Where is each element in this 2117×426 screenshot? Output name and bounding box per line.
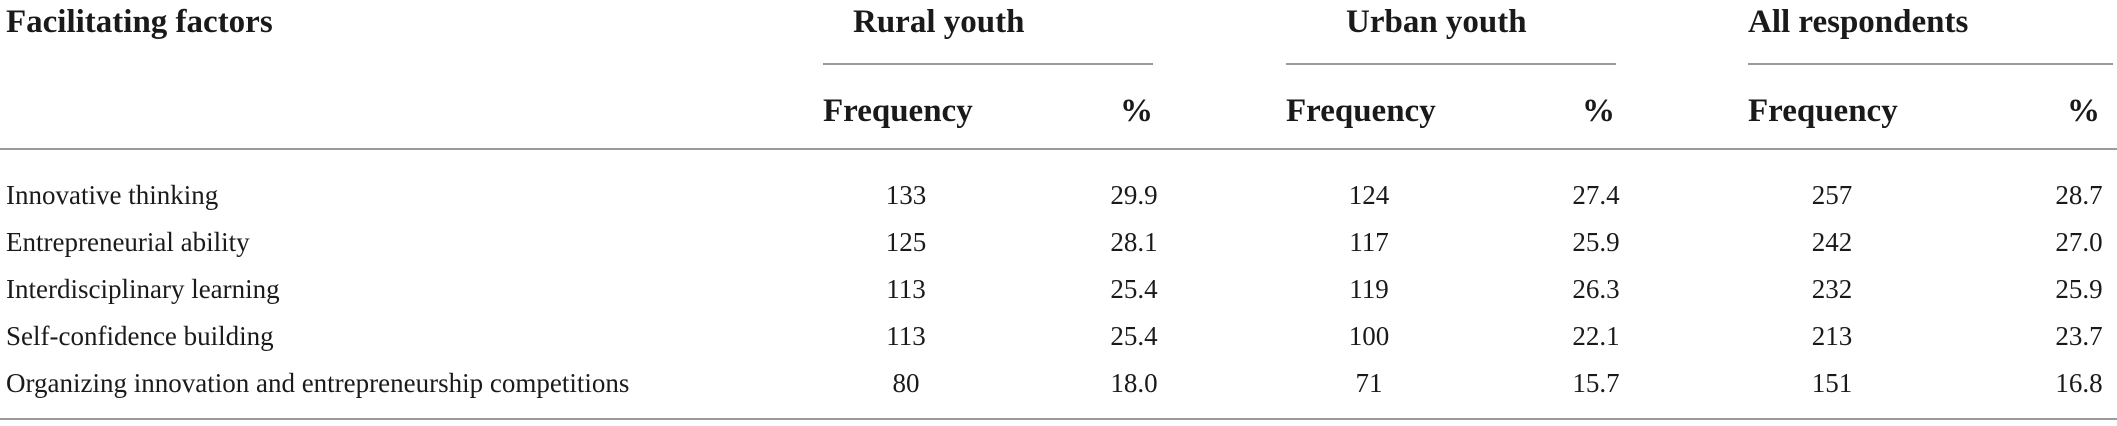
cell-urban-frequency: 117 [1349, 227, 1389, 257]
cell-rural-frequency: 80 [892, 368, 920, 398]
cell-all-percent: 23.7 [2055, 321, 2103, 351]
cell-rural-frequency: 113 [886, 274, 926, 304]
header-group-rural-youth: Rural youth [853, 4, 1025, 40]
cell-urban-frequency: 71 [1355, 368, 1383, 398]
cell-urban-percent: 27.4 [1572, 180, 1620, 210]
subheader-urban-frequency: Frequency [1286, 93, 1436, 129]
cell-all-percent: 27.0 [2055, 227, 2103, 257]
all-respondents-group-rule [1748, 63, 2113, 65]
header-group-all-respondents: All respondents [1748, 4, 1969, 40]
rural-youth-group-rule [823, 63, 1153, 65]
row-label: Interdisciplinary learning [6, 274, 280, 304]
cell-urban-frequency: 124 [1348, 180, 1390, 210]
cell-rural-percent: 25.4 [1110, 274, 1158, 304]
urban-youth-group-rule [1286, 63, 1616, 65]
cell-urban-percent: 15.7 [1572, 368, 1620, 398]
subheader-all-percent: % [2067, 93, 2100, 129]
header-group-urban-youth: Urban youth [1346, 4, 1527, 40]
table-bottom-rule [0, 418, 2117, 420]
cell-all-frequency: 257 [1811, 180, 1853, 210]
header-bottom-rule [0, 148, 2117, 150]
cell-urban-percent: 25.9 [1572, 227, 1620, 257]
row-label: Self-confidence building [6, 321, 274, 351]
cell-all-percent: 16.8 [2055, 368, 2103, 398]
row-label: Organizing innovation and entrepreneursh… [6, 368, 630, 398]
cell-urban-frequency: 100 [1348, 321, 1390, 351]
cell-all-percent: 28.7 [2055, 180, 2103, 210]
cell-rural-frequency: 125 [885, 227, 927, 257]
cell-urban-percent: 22.1 [1572, 321, 1620, 351]
row-label: Innovative thinking [6, 180, 219, 210]
cell-rural-frequency: 133 [885, 180, 927, 210]
cell-rural-percent: 29.9 [1110, 180, 1158, 210]
cell-all-frequency: 232 [1811, 274, 1853, 304]
cell-urban-frequency: 119 [1349, 274, 1389, 304]
cell-all-percent: 25.9 [2055, 274, 2103, 304]
cell-rural-percent: 28.1 [1110, 227, 1158, 257]
cell-rural-percent: 25.4 [1110, 321, 1158, 351]
cell-all-frequency: 151 [1811, 368, 1853, 398]
cell-all-frequency: 213 [1811, 321, 1853, 351]
cell-all-frequency: 242 [1811, 227, 1853, 257]
header-facilitating-factors: Facilitating factors [6, 4, 273, 40]
cell-urban-percent: 26.3 [1572, 274, 1620, 304]
row-label: Entrepreneurial ability [6, 227, 250, 257]
subheader-rural-percent: % [1120, 93, 1153, 129]
cell-rural-percent: 18.0 [1110, 368, 1158, 398]
subheader-rural-frequency: Frequency [823, 93, 973, 129]
subheader-all-frequency: Frequency [1748, 93, 1898, 129]
subheader-urban-percent: % [1582, 93, 1615, 129]
cell-rural-frequency: 113 [886, 321, 926, 351]
